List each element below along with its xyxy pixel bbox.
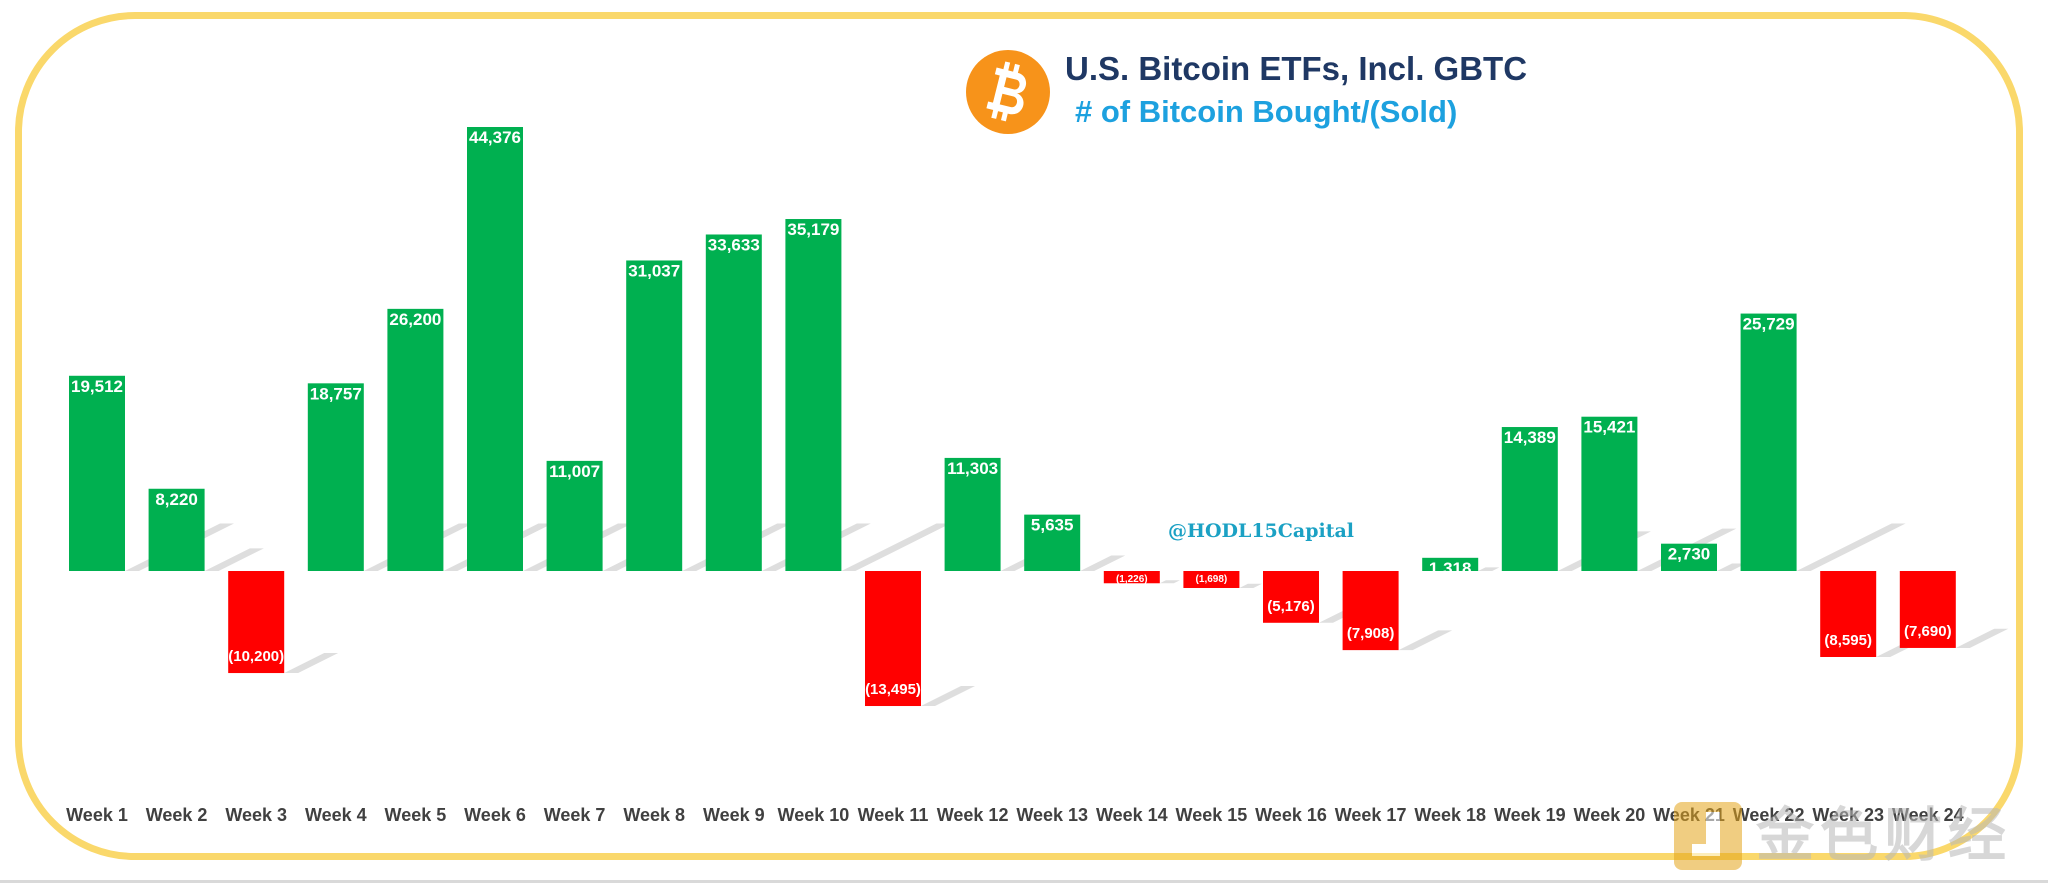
x-tick-label: Week 12 bbox=[937, 805, 1009, 825]
bar-week-11 bbox=[865, 571, 921, 707]
x-tick-label: Week 23 bbox=[1812, 805, 1884, 825]
data-label: 8,220 bbox=[155, 490, 198, 509]
x-tick-label: Week 13 bbox=[1016, 805, 1088, 825]
x-tick-label: Week 3 bbox=[225, 805, 287, 825]
chart-border bbox=[15, 12, 2023, 860]
data-label: (1,226) bbox=[1116, 574, 1148, 585]
data-label: (8,595) bbox=[1824, 632, 1872, 649]
data-label: (10,200) bbox=[228, 648, 284, 665]
data-label: (13,495) bbox=[865, 681, 921, 698]
bar-week-9 bbox=[705, 234, 762, 571]
watermark-text: 金色财经 bbox=[1756, 803, 2013, 868]
bar-shadow bbox=[284, 653, 339, 674]
data-label: (5,176) bbox=[1267, 598, 1315, 615]
data-label: 14,389 bbox=[1504, 428, 1556, 447]
data-label: 33,633 bbox=[708, 235, 760, 254]
bitcoin-icon bbox=[966, 50, 1050, 134]
data-label: 18,757 bbox=[310, 384, 362, 403]
bar-shadow bbox=[1159, 580, 1180, 584]
bar-week-8 bbox=[626, 260, 683, 571]
bar-week-5 bbox=[387, 308, 444, 571]
data-label: 2,730 bbox=[1668, 545, 1711, 564]
x-tick-label: Week 2 bbox=[146, 805, 208, 825]
page-bottom-rule bbox=[0, 880, 2048, 883]
data-label: 26,200 bbox=[389, 310, 441, 329]
x-tick-label: Week 24 bbox=[1892, 805, 1964, 825]
x-tick-label: Week 11 bbox=[858, 805, 929, 825]
data-label: 15,421 bbox=[1583, 418, 1635, 437]
data-label: 11,303 bbox=[947, 459, 998, 478]
watermark: 金色财经 bbox=[1672, 800, 2048, 880]
x-tick-label: Week 20 bbox=[1574, 805, 1646, 825]
x-tick-label: Week 10 bbox=[778, 805, 850, 825]
x-tick-label: Week 4 bbox=[305, 805, 367, 825]
data-label: (7,908) bbox=[1347, 625, 1395, 642]
bar-week-13 bbox=[1024, 514, 1081, 571]
bar-shadow bbox=[1796, 523, 1906, 571]
bar-week-17 bbox=[1342, 571, 1399, 651]
x-tick-labels: Week 1 Week 2 Week 3 Week 4 Week 5 Week 6 Week… bbox=[66, 805, 1964, 825]
bar-week-23 bbox=[1820, 571, 1877, 657]
data-label: 19,512 bbox=[71, 377, 123, 396]
x-tick-label: Week 1 bbox=[66, 805, 128, 825]
bar-week-14 bbox=[1103, 571, 1160, 584]
bar-week-16 bbox=[1263, 571, 1319, 623]
bar-shadow bbox=[1478, 567, 1500, 571]
bar-week-3 bbox=[228, 571, 285, 674]
title-block: U.S. Bitcoin ETFs, Incl. GBTC # of Bitco… bbox=[965, 46, 1528, 136]
bar-week-21 bbox=[1661, 543, 1717, 571]
bar-week-4 bbox=[307, 383, 364, 571]
bar-week-6 bbox=[467, 127, 523, 571]
x-tick-label: Week 5 bbox=[385, 805, 447, 825]
data-label: (7,690) bbox=[1904, 623, 1952, 640]
x-tick-label: Week 14 bbox=[1096, 805, 1168, 825]
bar-shadow bbox=[1398, 630, 1453, 651]
x-tick-label: Week 16 bbox=[1255, 805, 1327, 825]
bar-week-20 bbox=[1581, 416, 1638, 571]
bar-shadow bbox=[1955, 628, 2009, 648]
author-handle: @HODL15Capital bbox=[1168, 520, 1355, 542]
x-tick-label: Week 9 bbox=[703, 805, 765, 825]
x-tick-label: Week 8 bbox=[623, 805, 685, 825]
x-tick-label: Week 19 bbox=[1494, 805, 1566, 825]
bar-shadow bbox=[1717, 563, 1747, 571]
x-tick-label: Week 17 bbox=[1335, 805, 1407, 825]
bars bbox=[69, 127, 1956, 707]
x-tick-label: Week 15 bbox=[1176, 805, 1248, 825]
bar-week-19 bbox=[1501, 427, 1558, 571]
chart-subtitle: # of Bitcoin Bought/(Sold) bbox=[1075, 94, 1458, 129]
watermark-logo-icon bbox=[1674, 802, 1742, 870]
bar-week-15 bbox=[1183, 571, 1240, 588]
data-label: 1,318 bbox=[1429, 559, 1472, 578]
bar-week-22 bbox=[1740, 313, 1797, 571]
bar-shadow bbox=[1080, 555, 1126, 571]
data-label: 11,007 bbox=[549, 462, 600, 481]
data-label: 31,037 bbox=[628, 261, 680, 280]
bar-shadow bbox=[1239, 583, 1262, 588]
bar-week-7 bbox=[546, 460, 603, 571]
bar-week-12 bbox=[944, 457, 1001, 571]
data-label: 5,635 bbox=[1031, 516, 1074, 535]
bar-week-10 bbox=[785, 219, 842, 571]
x-tick-label: Week 18 bbox=[1414, 805, 1486, 825]
bar-week-2 bbox=[148, 488, 205, 571]
data-labels: 19,512 8,220 (10,200) 18,757 26,200 44,376 11,… bbox=[71, 128, 1952, 698]
bar-week-1 bbox=[69, 375, 125, 571]
data-label: (1,698) bbox=[1196, 574, 1228, 585]
data-label: 44,376 bbox=[469, 128, 521, 147]
x-tick-label: Week 6 bbox=[464, 805, 526, 825]
bar-shadow bbox=[204, 548, 264, 571]
x-tick-label: Week 7 bbox=[544, 805, 606, 825]
data-label: 25,729 bbox=[1743, 315, 1795, 334]
data-label: 35,179 bbox=[787, 220, 839, 239]
x-tick-label: Week 22 bbox=[1733, 805, 1805, 825]
bar-week-18 bbox=[1422, 557, 1479, 571]
bar-week-24 bbox=[1899, 571, 1956, 648]
bar-shadow bbox=[841, 523, 951, 571]
bar-shadow bbox=[921, 686, 975, 707]
chart-title: U.S. Bitcoin ETFs, Incl. GBTC bbox=[1065, 50, 1528, 87]
